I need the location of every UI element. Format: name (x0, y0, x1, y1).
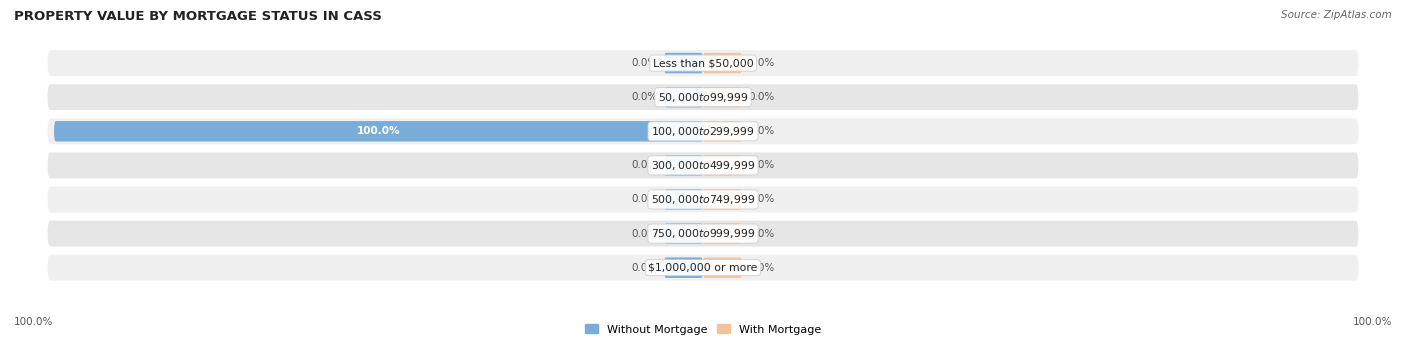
FancyBboxPatch shape (703, 121, 742, 142)
Text: 0.0%: 0.0% (748, 58, 775, 68)
Legend: Without Mortgage, With Mortgage: Without Mortgage, With Mortgage (581, 320, 825, 339)
Text: 0.0%: 0.0% (748, 263, 775, 273)
FancyBboxPatch shape (703, 189, 742, 210)
FancyBboxPatch shape (664, 155, 703, 176)
FancyBboxPatch shape (48, 84, 1358, 110)
Text: $300,000 to $499,999: $300,000 to $499,999 (651, 159, 755, 172)
FancyBboxPatch shape (664, 257, 703, 278)
FancyBboxPatch shape (703, 223, 742, 244)
Text: 0.0%: 0.0% (631, 92, 658, 102)
Text: 100.0%: 100.0% (357, 126, 401, 136)
FancyBboxPatch shape (48, 187, 1358, 212)
Text: 100.0%: 100.0% (14, 317, 53, 327)
FancyBboxPatch shape (48, 221, 1358, 247)
FancyBboxPatch shape (703, 87, 742, 107)
Text: 0.0%: 0.0% (631, 194, 658, 205)
Text: 0.0%: 0.0% (748, 228, 775, 239)
FancyBboxPatch shape (664, 87, 703, 107)
Text: $100,000 to $299,999: $100,000 to $299,999 (651, 125, 755, 138)
FancyBboxPatch shape (664, 53, 703, 73)
FancyBboxPatch shape (48, 118, 1358, 144)
FancyBboxPatch shape (48, 50, 1358, 76)
Text: 0.0%: 0.0% (748, 126, 775, 136)
Text: 0.0%: 0.0% (748, 160, 775, 170)
Text: $1,000,000 or more: $1,000,000 or more (648, 263, 758, 273)
FancyBboxPatch shape (48, 152, 1358, 178)
Text: PROPERTY VALUE BY MORTGAGE STATUS IN CASS: PROPERTY VALUE BY MORTGAGE STATUS IN CAS… (14, 10, 382, 23)
Text: 0.0%: 0.0% (631, 58, 658, 68)
Text: 0.0%: 0.0% (748, 194, 775, 205)
Text: 0.0%: 0.0% (748, 92, 775, 102)
FancyBboxPatch shape (664, 189, 703, 210)
Text: 0.0%: 0.0% (631, 160, 658, 170)
Text: $750,000 to $999,999: $750,000 to $999,999 (651, 227, 755, 240)
Text: 0.0%: 0.0% (631, 263, 658, 273)
Text: $50,000 to $99,999: $50,000 to $99,999 (658, 91, 748, 104)
FancyBboxPatch shape (703, 257, 742, 278)
Text: 100.0%: 100.0% (1353, 317, 1392, 327)
FancyBboxPatch shape (703, 53, 742, 73)
FancyBboxPatch shape (703, 155, 742, 176)
Text: $500,000 to $749,999: $500,000 to $749,999 (651, 193, 755, 206)
FancyBboxPatch shape (664, 223, 703, 244)
Text: Source: ZipAtlas.com: Source: ZipAtlas.com (1281, 10, 1392, 20)
Text: 0.0%: 0.0% (631, 228, 658, 239)
Text: Less than $50,000: Less than $50,000 (652, 58, 754, 68)
FancyBboxPatch shape (53, 121, 703, 142)
FancyBboxPatch shape (48, 255, 1358, 281)
